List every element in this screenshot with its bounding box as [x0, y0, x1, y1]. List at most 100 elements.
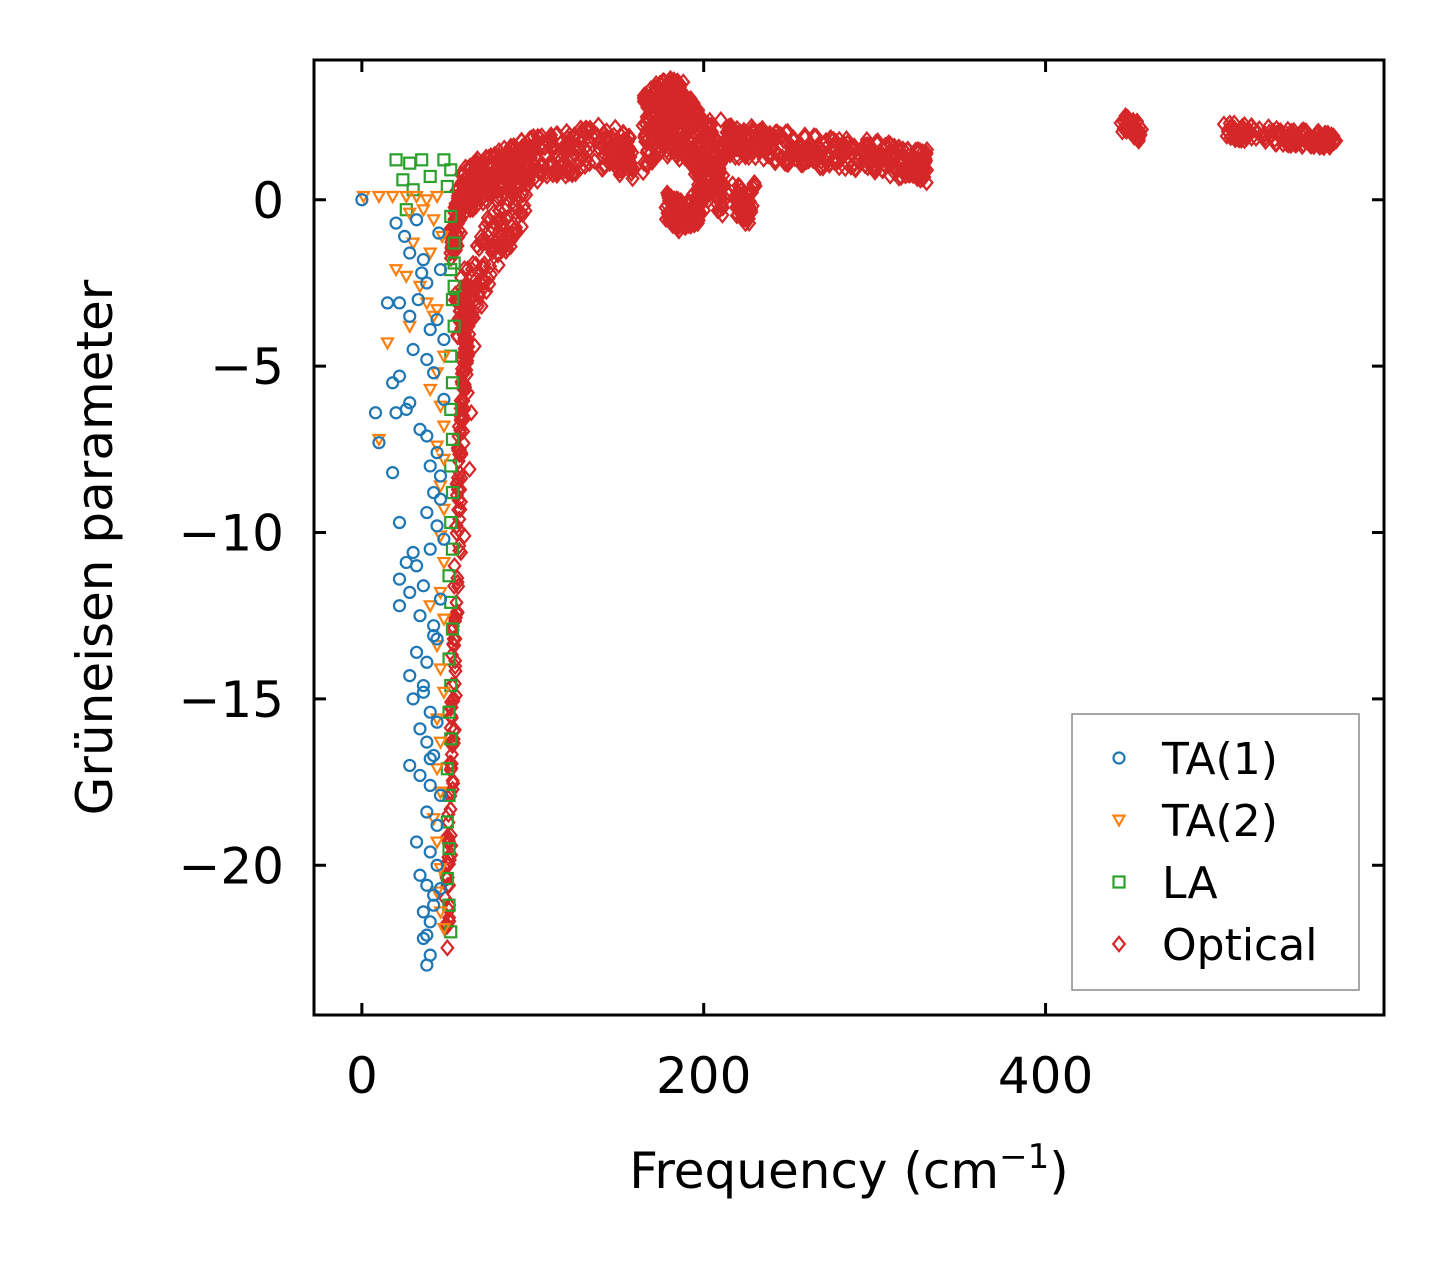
point-ta1 [420, 276, 434, 290]
legend-marker-la [1112, 875, 1126, 889]
point-optical [1219, 127, 1234, 146]
point-optical [850, 150, 866, 169]
point-optical [843, 137, 858, 156]
point-optical [545, 165, 561, 184]
point-optical [1229, 129, 1245, 148]
point-la [440, 871, 454, 886]
point-optical [572, 128, 587, 147]
point-optical [1289, 127, 1304, 145]
point-optical [489, 154, 504, 172]
point-optical [460, 280, 476, 298]
series-ta2 [356, 190, 452, 937]
point-optical [670, 218, 686, 236]
point-ta2 [433, 586, 448, 601]
point-ta1 [403, 585, 417, 600]
point-optical [514, 217, 529, 236]
point-ta2 [434, 230, 450, 245]
point-optical [459, 333, 475, 352]
point-optical [442, 851, 457, 869]
point-optical [441, 805, 456, 824]
point-optical [448, 651, 463, 670]
point-optical [794, 155, 809, 174]
point-optical [1269, 134, 1284, 153]
point-optical [1236, 125, 1252, 143]
point-ta2 [436, 686, 452, 700]
point-optical [448, 686, 464, 705]
point-optical [548, 125, 564, 144]
point-ta1 [432, 226, 446, 240]
point-optical [458, 344, 473, 363]
legend-label-la: LA [1162, 858, 1218, 909]
point-optical [1122, 117, 1138, 136]
point-la [442, 842, 456, 856]
point-ta1 [427, 485, 441, 500]
point-ta1 [403, 668, 417, 683]
point-optical [1234, 131, 1249, 150]
point-la [423, 169, 437, 184]
point-ta2 [433, 863, 448, 877]
point-optical [470, 164, 486, 183]
point-optical [918, 143, 934, 162]
point-optical [830, 152, 845, 171]
point-optical [823, 129, 838, 148]
point-optical [913, 159, 929, 178]
point-optical [635, 163, 651, 182]
point-ta2 [436, 556, 452, 571]
point-ta1 [420, 878, 434, 892]
point-optical [506, 196, 521, 215]
point-optical [674, 99, 689, 118]
point-optical [515, 137, 530, 156]
point-la [444, 459, 458, 473]
point-ta1 [406, 342, 420, 357]
point-ta1 [423, 322, 437, 337]
point-ta1 [430, 715, 444, 729]
point-ta2 [433, 906, 448, 920]
point-ta2 [398, 270, 414, 285]
y-tick-label: −5 [210, 338, 284, 396]
point-ta2 [433, 400, 448, 414]
point-ta1 [430, 818, 444, 832]
point-optical [873, 144, 888, 163]
point-optical [512, 176, 528, 195]
point-ta2 [405, 237, 421, 251]
point-optical [764, 139, 780, 157]
point-optical [443, 719, 458, 737]
point-la [445, 542, 460, 556]
point-optical [514, 132, 529, 150]
point-optical [491, 230, 506, 249]
point-ta1 [389, 216, 403, 230]
point-ta1 [409, 835, 424, 849]
point-ta2 [436, 420, 452, 434]
point-ta2 [429, 763, 445, 777]
point-optical [671, 214, 686, 233]
point-optical [562, 162, 577, 181]
point-ta1 [433, 881, 448, 896]
point-ta2 [422, 383, 438, 398]
point-optical [705, 145, 721, 163]
point-optical [517, 179, 533, 198]
point-optical [1216, 115, 1232, 134]
point-ta2 [436, 453, 452, 468]
point-ta2 [429, 713, 445, 727]
point-optical [715, 175, 731, 194]
point-la [396, 173, 410, 187]
point-ta1 [423, 778, 437, 793]
point-optical [918, 159, 933, 178]
point-optical [736, 187, 752, 206]
point-ta2 [419, 297, 435, 311]
point-ta1 [403, 758, 417, 773]
point-ta1 [423, 459, 437, 473]
point-optical [721, 119, 736, 138]
point-optical [444, 698, 459, 717]
point-ta1 [427, 898, 441, 912]
point-ta2 [436, 350, 452, 364]
point-ta1 [427, 366, 441, 380]
y-tick-label: −20 [178, 837, 284, 895]
point-ta1 [423, 752, 437, 766]
legend-box [1071, 713, 1360, 991]
point-optical [763, 147, 778, 165]
point-optical [452, 185, 467, 204]
point-optical [653, 143, 668, 162]
point-la [442, 569, 456, 583]
point-optical [808, 142, 823, 161]
